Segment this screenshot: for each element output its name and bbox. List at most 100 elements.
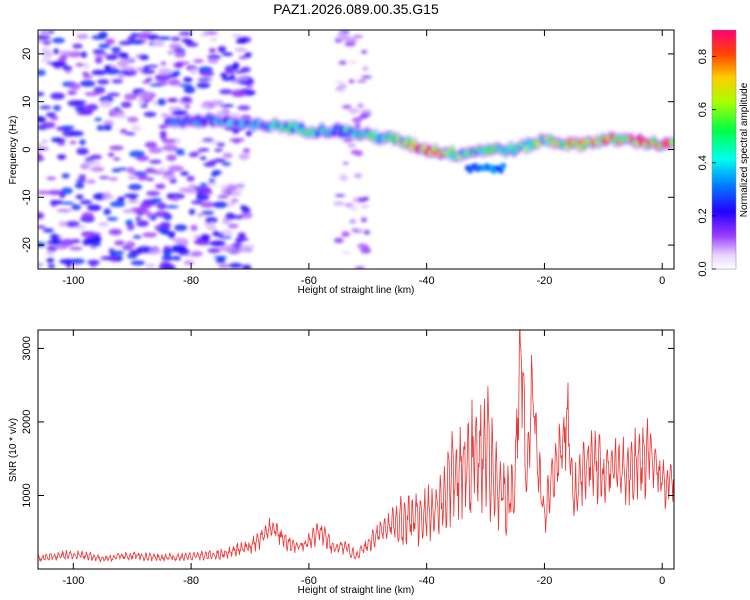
heatmap-cell bbox=[174, 148, 185, 153]
heatmap-cell bbox=[220, 72, 228, 78]
snr-y-tick-label: 3000 bbox=[21, 336, 33, 360]
heatmap-cell bbox=[360, 75, 373, 79]
heatmap-cell bbox=[208, 222, 216, 229]
heatmap-cell bbox=[46, 257, 55, 264]
heatmap-cell bbox=[136, 246, 152, 254]
heatmap-cell bbox=[120, 101, 132, 108]
heatmap-cell bbox=[360, 247, 372, 254]
snr-x-tick-label: 0 bbox=[659, 575, 665, 587]
colorbar-label: Normalized spectral amplitude bbox=[739, 82, 750, 217]
heatmap-cell bbox=[217, 257, 225, 261]
heatmap-cell bbox=[208, 178, 216, 183]
heatmap-cell bbox=[363, 196, 370, 201]
colorbar-ticks: 0.0 0.2 0.4 0.6 0.8 bbox=[697, 49, 716, 277]
heatmap-cell bbox=[81, 212, 94, 220]
heatmap-cell bbox=[125, 219, 134, 226]
heatmap-cell bbox=[229, 137, 245, 143]
heatmap-cell bbox=[360, 109, 372, 115]
spectrogram-blur-layer bbox=[38, 30, 674, 269]
heatmap-cell bbox=[342, 161, 349, 165]
heatmap-cell bbox=[241, 66, 251, 73]
heatmap-cell bbox=[221, 76, 236, 82]
heatmap-cell bbox=[42, 30, 50, 37]
heatmap-cell bbox=[190, 250, 203, 257]
heatmap-cell bbox=[360, 217, 368, 223]
heatmap-cell bbox=[153, 40, 166, 48]
heatmap-cell bbox=[147, 33, 159, 41]
heatmap-cell bbox=[140, 103, 148, 108]
heatmap-cell bbox=[160, 36, 172, 41]
heatmap-cell bbox=[170, 36, 181, 42]
heatmap-cell bbox=[155, 183, 166, 190]
heatmap-cell bbox=[53, 105, 61, 111]
heatmap-cell bbox=[100, 100, 112, 108]
spectrogram-x-ticks: -100 -80 -60 -40 -20 0 bbox=[62, 30, 665, 287]
heatmap-cell bbox=[202, 138, 214, 142]
heatmap-cell bbox=[97, 222, 110, 227]
heatmap-cell bbox=[157, 98, 167, 106]
heatmap-cell bbox=[106, 217, 119, 221]
heatmap-cell bbox=[59, 258, 75, 265]
heatmap-cell bbox=[56, 208, 72, 213]
heatmap-cell bbox=[222, 152, 233, 159]
heatmap-cell bbox=[149, 83, 163, 87]
spectrogram-y-tick-label: 10 bbox=[21, 96, 33, 108]
heatmap-cell bbox=[159, 132, 167, 141]
spectrogram-y-tick-label: -10 bbox=[21, 189, 33, 205]
heatmap-cell bbox=[76, 33, 89, 40]
heatmap-cell bbox=[103, 120, 115, 126]
snr-panel: -100 -80 -60 -40 -20 0 1000 2000 3000 Height of… bbox=[8, 329, 675, 596]
heatmap-cell bbox=[245, 130, 253, 137]
heatmap-cell bbox=[104, 64, 112, 71]
heatmap-cell bbox=[228, 262, 243, 269]
heatmap-cell bbox=[58, 221, 68, 227]
heatmap-cell bbox=[199, 182, 209, 187]
heatmap-cell bbox=[67, 100, 83, 107]
heatmap-cell bbox=[58, 50, 74, 55]
heatmap-cell bbox=[234, 47, 248, 52]
heatmap-cell bbox=[51, 61, 67, 68]
heatmap-cell bbox=[110, 46, 122, 52]
heatmap-cell bbox=[125, 241, 136, 249]
heatmap-cell bbox=[169, 43, 182, 50]
heatmap-cell bbox=[146, 190, 161, 197]
heatmap-cell bbox=[336, 33, 347, 40]
heatmap-cell bbox=[38, 34, 51, 40]
heatmap-cell bbox=[161, 138, 176, 144]
heatmap-cell bbox=[178, 248, 191, 256]
heatmap-cell bbox=[196, 81, 211, 89]
heatmap-cell bbox=[68, 83, 81, 91]
spectrogram-x-axis-label: Height of straight line (km) bbox=[298, 285, 415, 296]
heatmap-cell bbox=[225, 212, 236, 220]
heatmap-cell bbox=[116, 60, 129, 67]
heatmap-cell bbox=[158, 68, 173, 75]
heatmap-cell bbox=[103, 192, 111, 198]
heatmap-cell bbox=[235, 184, 245, 188]
heatmap-cell bbox=[51, 238, 62, 245]
heatmap-cell bbox=[244, 51, 252, 58]
heatmap-cell bbox=[206, 181, 218, 187]
heatmap-cell bbox=[357, 103, 364, 108]
colorbar: 0.0 0.2 0.4 0.6 0.8 Normalized spectral ampl… bbox=[697, 29, 750, 277]
heatmap-cell bbox=[156, 202, 167, 210]
heatmap-cell bbox=[197, 77, 212, 81]
heatmap-cell bbox=[61, 125, 75, 130]
heatmap-cell bbox=[358, 114, 368, 120]
heatmap-cell bbox=[50, 233, 59, 240]
spectrogram-x-tick-label: -100 bbox=[62, 275, 84, 287]
snr-x-tick-label: -40 bbox=[419, 575, 435, 587]
snr-x-tick-label: -80 bbox=[183, 575, 199, 587]
heatmap-cell bbox=[126, 199, 140, 204]
heatmap-cell bbox=[136, 67, 144, 72]
heatmap-cell bbox=[162, 266, 172, 269]
heatmap-cell bbox=[42, 228, 54, 233]
spectrogram-cells bbox=[38, 30, 674, 269]
heatmap-cell bbox=[188, 183, 195, 191]
heatmap-cell bbox=[234, 70, 245, 74]
spectrogram-y-tick-label: 0 bbox=[21, 146, 33, 152]
heatmap-cell bbox=[349, 218, 357, 224]
heatmap-cell bbox=[69, 246, 83, 251]
heatmap-cell bbox=[148, 147, 163, 154]
heatmap-cell bbox=[72, 43, 83, 49]
